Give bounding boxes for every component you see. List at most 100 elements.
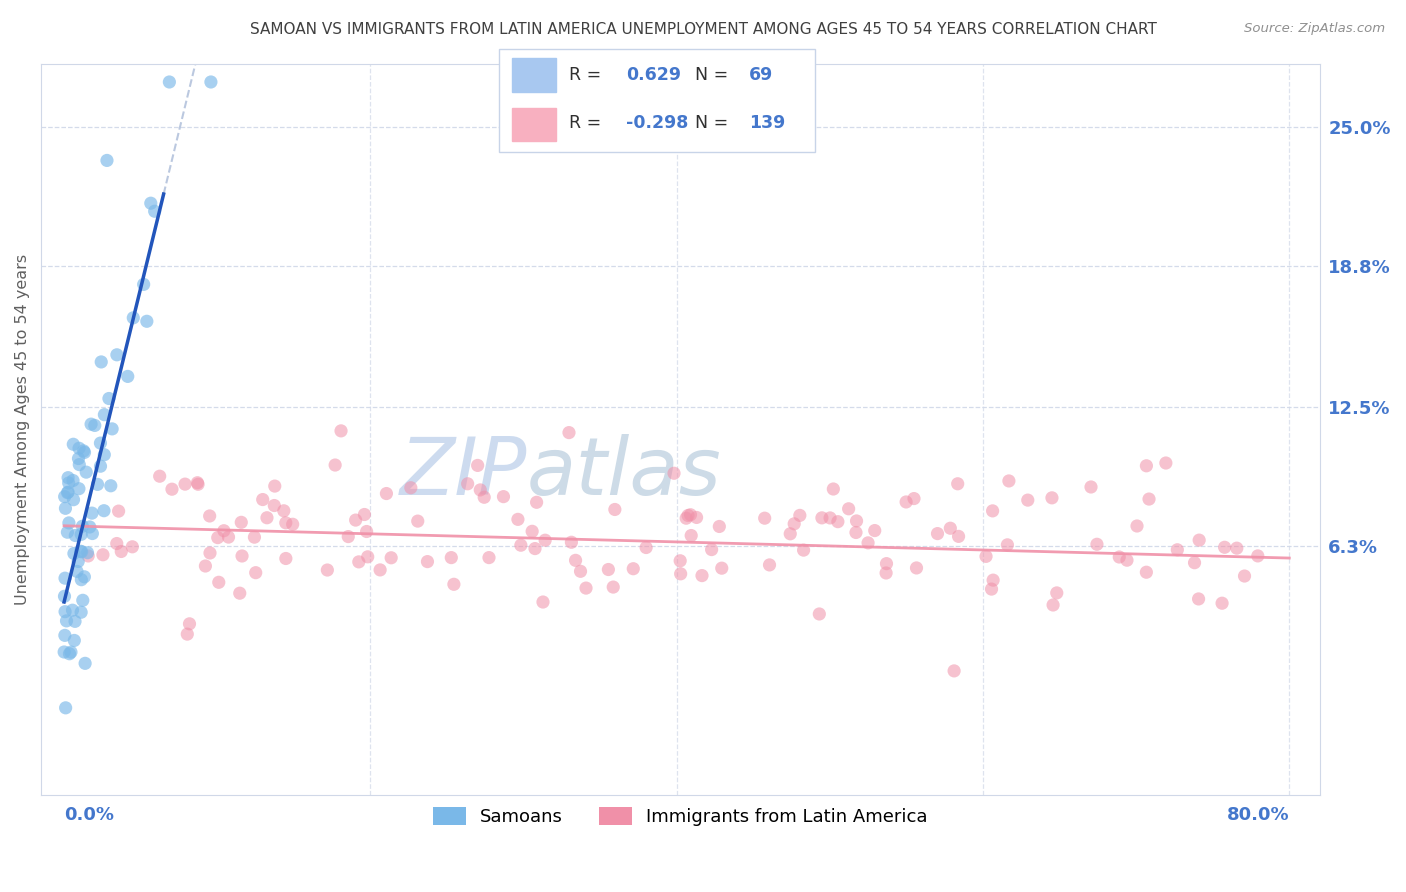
Point [76, 546, 98, 560]
Point [132, 277, 155, 292]
Y-axis label: Unemployment Among Ages 45 to 54 years: Unemployment Among Ages 45 to 54 years [15, 254, 30, 605]
Point [863, 524, 886, 538]
Point [143, 204, 166, 219]
Point [53, 490, 76, 504]
Point [1137, 491, 1160, 506]
Point [1211, 596, 1233, 610]
Point [875, 566, 897, 580]
Point [531, 595, 554, 609]
Point [55, 701, 77, 715]
Point [117, 369, 139, 384]
Point [845, 514, 868, 528]
Point [368, 563, 391, 577]
Point [66, 565, 89, 579]
Point [77, 549, 100, 563]
Point [200, 75, 222, 89]
Point [943, 664, 966, 678]
Point [380, 550, 402, 565]
Point [121, 540, 143, 554]
Point [779, 526, 801, 541]
Point [107, 504, 129, 518]
Point [160, 482, 183, 496]
Point [789, 508, 811, 523]
Point [679, 508, 702, 522]
Point [274, 516, 297, 530]
Point [506, 512, 529, 526]
Point [564, 553, 586, 567]
Point [1135, 458, 1157, 473]
Point [101, 422, 124, 436]
Point [174, 477, 197, 491]
Point [457, 476, 479, 491]
Point [56, 471, 79, 485]
Text: Source: ZipAtlas.com: Source: ZipAtlas.com [1244, 22, 1385, 36]
Point [1188, 533, 1211, 548]
Text: ZIP: ZIP [399, 434, 527, 512]
Point [89, 436, 111, 450]
Point [231, 516, 253, 530]
Point [63, 633, 86, 648]
Point [709, 519, 731, 533]
Point [558, 425, 581, 440]
Point [856, 536, 879, 550]
Point [524, 541, 547, 556]
Point [316, 563, 339, 577]
Point [198, 546, 221, 560]
Text: 139: 139 [749, 114, 786, 132]
Point [845, 525, 868, 540]
Point [669, 566, 692, 581]
Point [229, 586, 252, 600]
Point [1154, 456, 1177, 470]
Point [981, 504, 1004, 518]
Point [105, 536, 128, 550]
Point [263, 479, 285, 493]
Point [58, 475, 80, 490]
Point [70, 605, 93, 619]
Text: N =: N = [695, 114, 728, 132]
Point [53, 628, 76, 642]
Point [93, 408, 115, 422]
Point [440, 550, 463, 565]
Point [330, 424, 353, 438]
Point [62, 603, 84, 617]
Text: 69: 69 [749, 66, 773, 84]
Point [274, 551, 297, 566]
Point [710, 561, 733, 575]
Point [273, 504, 295, 518]
Point [337, 530, 360, 544]
Point [948, 529, 970, 543]
Point [598, 562, 620, 576]
Point [53, 605, 76, 619]
Legend: Samoans, Immigrants from Latin America: Samoans, Immigrants from Latin America [433, 806, 928, 826]
Point [55, 501, 77, 516]
Point [80, 417, 103, 432]
Point [176, 627, 198, 641]
Point [974, 549, 997, 564]
Point [758, 558, 780, 572]
Point [534, 533, 557, 548]
Point [811, 511, 834, 525]
Text: R =: R = [568, 66, 600, 84]
Point [100, 479, 122, 493]
Point [690, 568, 713, 582]
Point [186, 475, 208, 490]
Point [82, 526, 104, 541]
Point [67, 451, 90, 466]
Point [981, 573, 1004, 587]
Point [62, 437, 84, 451]
Point [995, 538, 1018, 552]
Point [93, 448, 115, 462]
Point [754, 511, 776, 525]
Point [470, 483, 492, 497]
Point [91, 548, 114, 562]
Point [231, 549, 253, 563]
Text: 0.0%: 0.0% [65, 806, 114, 824]
Point [1126, 519, 1149, 533]
Point [207, 531, 229, 545]
Point [252, 492, 274, 507]
Text: SAMOAN VS IMMIGRANTS FROM LATIN AMERICA UNEMPLOYMENT AMONG AGES 45 TO 54 YEARS C: SAMOAN VS IMMIGRANTS FROM LATIN AMERICA … [249, 22, 1157, 37]
Point [62, 474, 84, 488]
Text: R =: R = [568, 114, 600, 132]
Point [681, 528, 703, 542]
Point [416, 555, 439, 569]
